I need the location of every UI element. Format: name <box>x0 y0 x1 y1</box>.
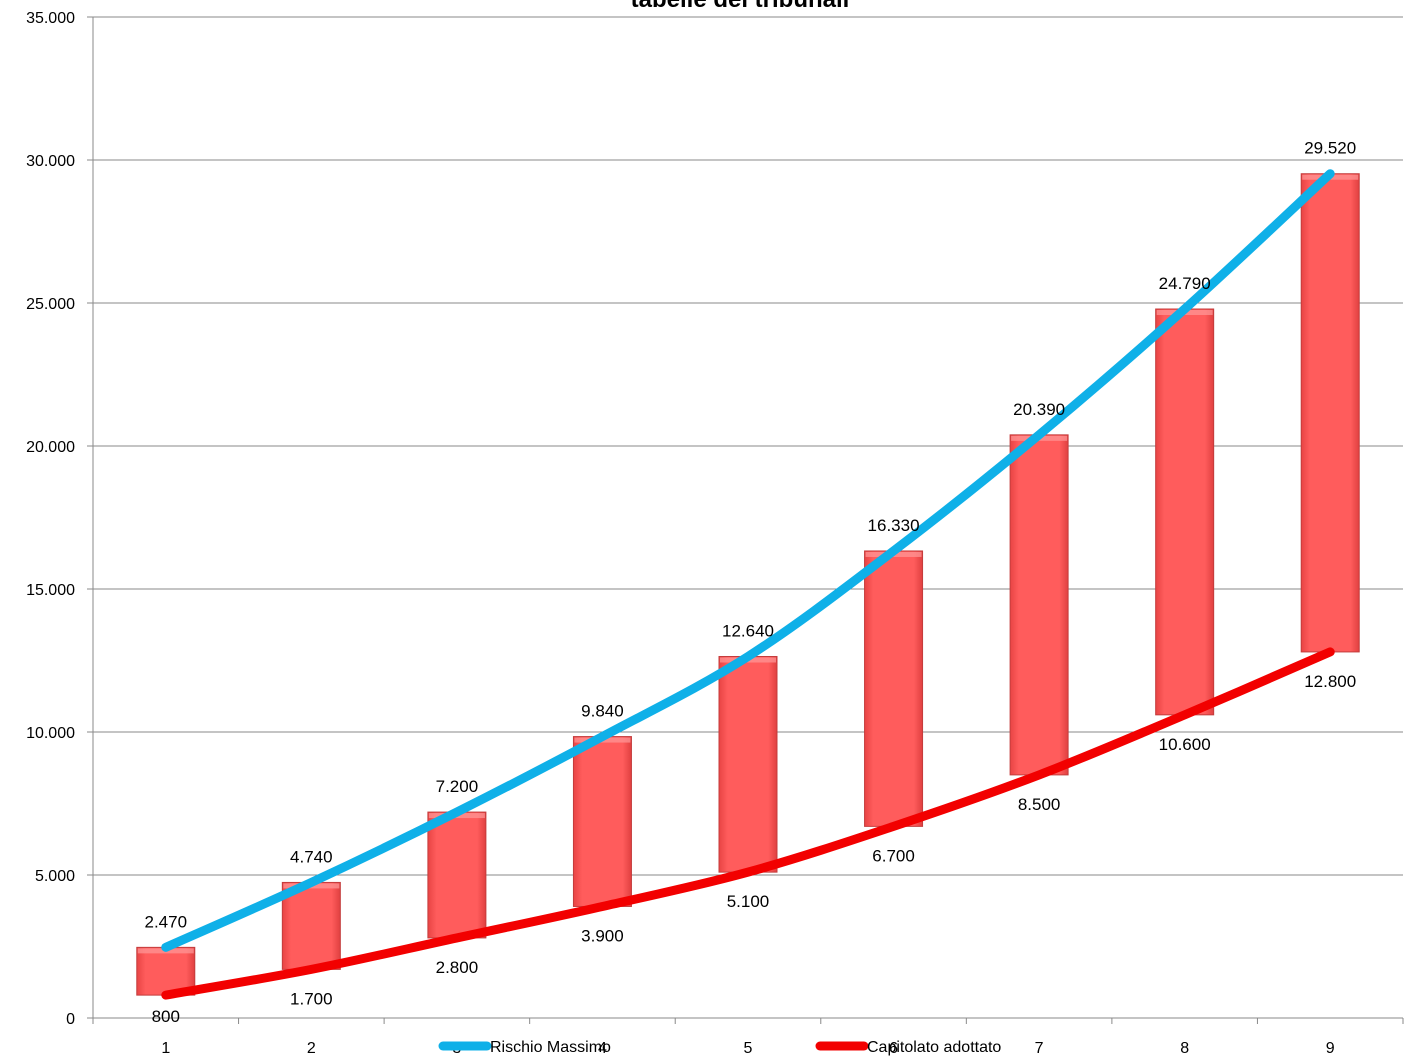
legend-label: Capitolato adottato <box>867 1039 1001 1056</box>
data-label-low: 5.100 <box>727 892 770 911</box>
range-bar <box>572 736 632 907</box>
range-bar <box>136 946 196 996</box>
legend-label: Rischio Massimo <box>490 1039 611 1056</box>
chart-title: tabelle dei tribunali <box>631 0 850 13</box>
data-label-high: 24.790 <box>1159 274 1211 293</box>
data-label-high: 12.640 <box>722 621 774 640</box>
series-line-rischio-massimo <box>161 169 1335 952</box>
data-label-high: 4.740 <box>290 847 333 866</box>
data-label-low: 10.600 <box>1159 735 1211 754</box>
range-bar <box>1300 173 1360 653</box>
range-bar <box>1009 434 1069 776</box>
data-label-high: 9.840 <box>581 702 624 721</box>
data-label-low: 1.700 <box>290 989 333 1008</box>
data-label-high: 2.470 <box>145 912 188 931</box>
series-line-capitolato-adottato <box>161 647 1335 1000</box>
x-tick-label: 7 <box>1035 1040 1044 1057</box>
data-label-low: 12.800 <box>1304 672 1356 691</box>
x-tick-label: 9 <box>1326 1040 1335 1057</box>
data-label-high: 7.200 <box>436 777 479 796</box>
data-label-high: 16.330 <box>868 516 920 535</box>
range-bar <box>1155 308 1215 716</box>
data-labels: 2.470 4.740 7.200 9.840 12.640 16.330 20.390 24… <box>145 139 1357 1026</box>
axes <box>87 16 1404 1024</box>
data-label-high: 29.520 <box>1304 139 1356 158</box>
y-tick-label: 25.000 <box>26 296 75 313</box>
y-tick-label: 0 <box>66 1011 75 1028</box>
data-label-high: 20.390 <box>1013 400 1065 419</box>
x-tick-label: 6 <box>889 1040 898 1057</box>
range-bar <box>427 811 487 939</box>
y-tick-label: 30.000 <box>26 153 75 170</box>
y-tick-label: 20.000 <box>26 439 75 456</box>
range-bar <box>718 655 778 873</box>
tick-labels: 0 5.000 10.000 15.000 20.000 25.000 30.000 35.0… <box>26 10 1335 1057</box>
data-label-low: 8.500 <box>1018 795 1061 814</box>
legend: Rischio Massimo Capitolato adottato <box>438 1039 1001 1056</box>
x-tick-label: 1 <box>161 1040 170 1057</box>
data-label-low: 2.800 <box>436 958 479 977</box>
y-tick-label: 10.000 <box>26 725 75 742</box>
series-lines <box>161 169 1335 1000</box>
x-tick-label: 2 <box>307 1040 316 1057</box>
range-bar <box>864 550 924 827</box>
range-bars <box>136 173 1360 996</box>
x-tick-label: 4 <box>598 1040 607 1057</box>
data-label-low: 6.700 <box>872 846 915 865</box>
y-tick-label: 15.000 <box>26 582 75 599</box>
y-tick-label: 35.000 <box>26 10 75 27</box>
x-tick-label: 8 <box>1180 1040 1189 1057</box>
y-tick-label: 5.000 <box>35 868 75 885</box>
gridlines <box>93 16 1403 876</box>
x-tick-label: 5 <box>744 1040 753 1057</box>
data-label-low: 3.900 <box>581 926 624 945</box>
range-bar <box>281 881 341 970</box>
data-label-low: 800 <box>152 1007 180 1026</box>
